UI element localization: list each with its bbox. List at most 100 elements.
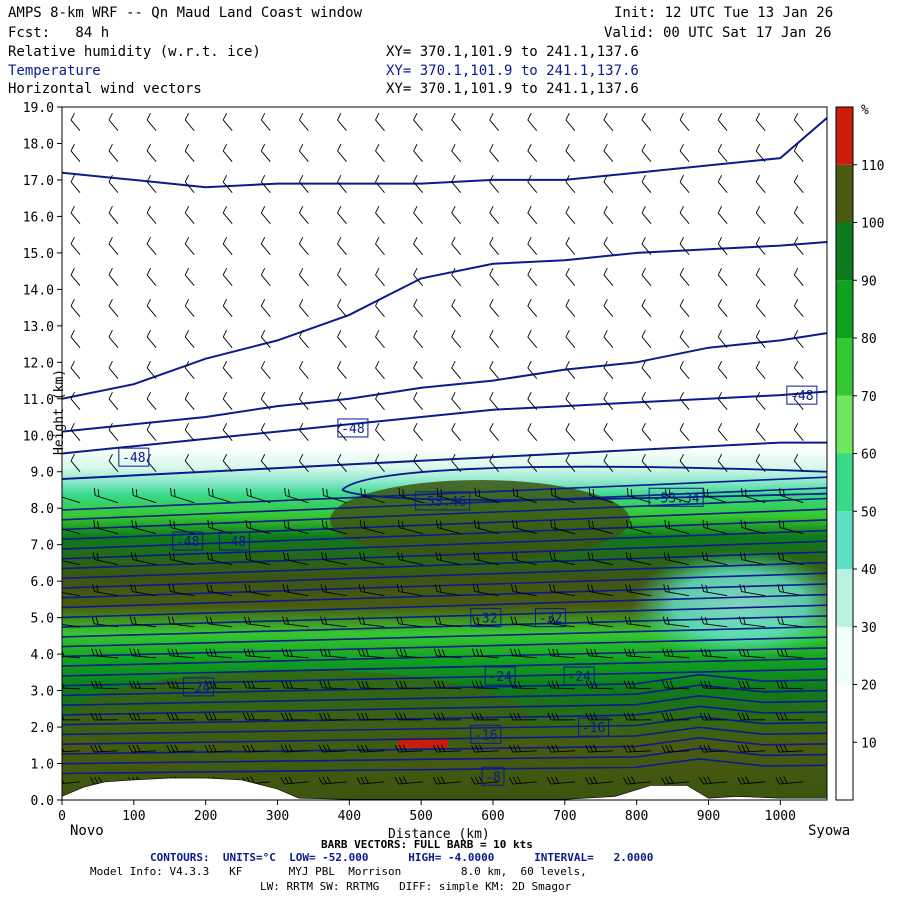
wind-barb (356, 744, 385, 753)
wind-barb (777, 584, 804, 597)
x-tick-label: 500 (409, 809, 432, 824)
wind-barb (548, 648, 575, 659)
y-tick-label: 0.0 (31, 794, 54, 809)
wind-barb (243, 680, 271, 690)
wind-barb (375, 329, 385, 348)
wind-barb (661, 744, 690, 753)
wind-barb (320, 616, 347, 628)
wind-barb (489, 453, 500, 472)
wind-barb (298, 267, 309, 286)
wind-barb (360, 487, 385, 504)
temperature-label: -16 (582, 721, 605, 736)
wind-barb (108, 329, 119, 348)
wind-barb (146, 205, 157, 224)
temperature-label: -24 (488, 670, 512, 685)
wind-barb (512, 519, 537, 535)
model-info-1: Model Info: V4.3.3 KF MYJ PBL Morrison 8… (90, 865, 587, 878)
wind-barb (641, 267, 652, 286)
wind-barb (108, 298, 119, 317)
wind-barb (413, 453, 423, 472)
wind-barb (550, 487, 576, 504)
wind-barb (603, 298, 614, 317)
wind-barb (661, 712, 690, 721)
x-tick-label: 0 (58, 809, 66, 824)
rh-supersat (398, 738, 448, 748)
wind-barb (509, 680, 537, 690)
wind-barb (435, 552, 461, 566)
wind-barb (394, 744, 423, 753)
wind-barb (717, 422, 728, 441)
wind-barb (623, 680, 652, 690)
wind-barb (775, 712, 804, 721)
wind-barb (319, 648, 347, 659)
wind-barb (375, 391, 385, 410)
temperature-label-box (481, 766, 505, 786)
wind-barb (489, 143, 500, 162)
wind-barb (222, 360, 233, 379)
temperature-label-box (786, 385, 818, 405)
wind-barb (320, 584, 347, 597)
wind-barb (62, 559, 81, 566)
wind-barb (717, 174, 728, 193)
wind-barb (93, 519, 119, 535)
x-tick-label: 900 (697, 809, 720, 824)
colorbar-tick-label: 40 (861, 563, 877, 578)
wind-barb (337, 298, 347, 317)
colorbar-tick-label: 110 (861, 159, 884, 174)
wind-barb (489, 267, 500, 286)
temperature-label: -48 (790, 389, 813, 404)
temperature-label-box (415, 491, 471, 511)
wind-barb (413, 298, 423, 317)
wind-barb (623, 744, 652, 753)
wind-barb (451, 391, 462, 410)
wind-barb (62, 680, 81, 690)
wind-barb (489, 360, 500, 379)
isotherm-line (62, 604, 827, 628)
y-tick-label: 16.0 (23, 210, 54, 225)
wind-barb (451, 174, 462, 193)
wind-barb (641, 143, 652, 162)
x-tick-label: 800 (625, 809, 648, 824)
wind-barb (717, 360, 728, 379)
y-tick-label: 12.0 (23, 356, 54, 371)
wind-barb (717, 329, 728, 348)
wind-barb (793, 360, 804, 379)
wind-barb (146, 422, 157, 441)
field-range-wind: XY= 370.1,101.9 to 241.1,137.6 (386, 81, 639, 97)
colorbar-segment (836, 511, 853, 569)
wind-barb (184, 360, 195, 379)
temperature-label-box (182, 677, 214, 697)
wind-barb (603, 422, 614, 441)
wind-barb (70, 112, 81, 131)
wind-barb (222, 205, 233, 224)
wind-barb (206, 584, 233, 597)
wind-barb (166, 744, 195, 753)
wind-barb (413, 422, 423, 441)
wind-barb (184, 267, 195, 286)
y-tick-label: 14.0 (23, 283, 54, 298)
wind-barb (451, 236, 462, 255)
wind-barb (357, 712, 385, 721)
wind-barb (793, 422, 804, 441)
wind-barb (375, 205, 385, 224)
wind-barb (661, 680, 690, 690)
temperature-label: -48 (223, 535, 246, 550)
wind-barb (375, 298, 385, 317)
colorbar-segment (836, 626, 853, 685)
wind-barb (586, 616, 613, 628)
wind-barb (755, 143, 766, 162)
wind-barb (184, 205, 195, 224)
wind-barb (793, 267, 804, 286)
wind-barb (170, 487, 195, 504)
wind-barb (298, 453, 309, 472)
wind-barb (737, 712, 766, 721)
wind-barb (433, 712, 461, 721)
wind-barb (395, 712, 423, 721)
wind-barb (641, 174, 652, 193)
wind-barb (396, 584, 423, 597)
wind-barb (397, 519, 423, 535)
colorbar-segment (836, 684, 853, 743)
wind-barb (717, 453, 728, 472)
wind-barb (205, 616, 233, 628)
field-name-rh: Relative humidity (w.r.t. ice) (8, 44, 261, 60)
